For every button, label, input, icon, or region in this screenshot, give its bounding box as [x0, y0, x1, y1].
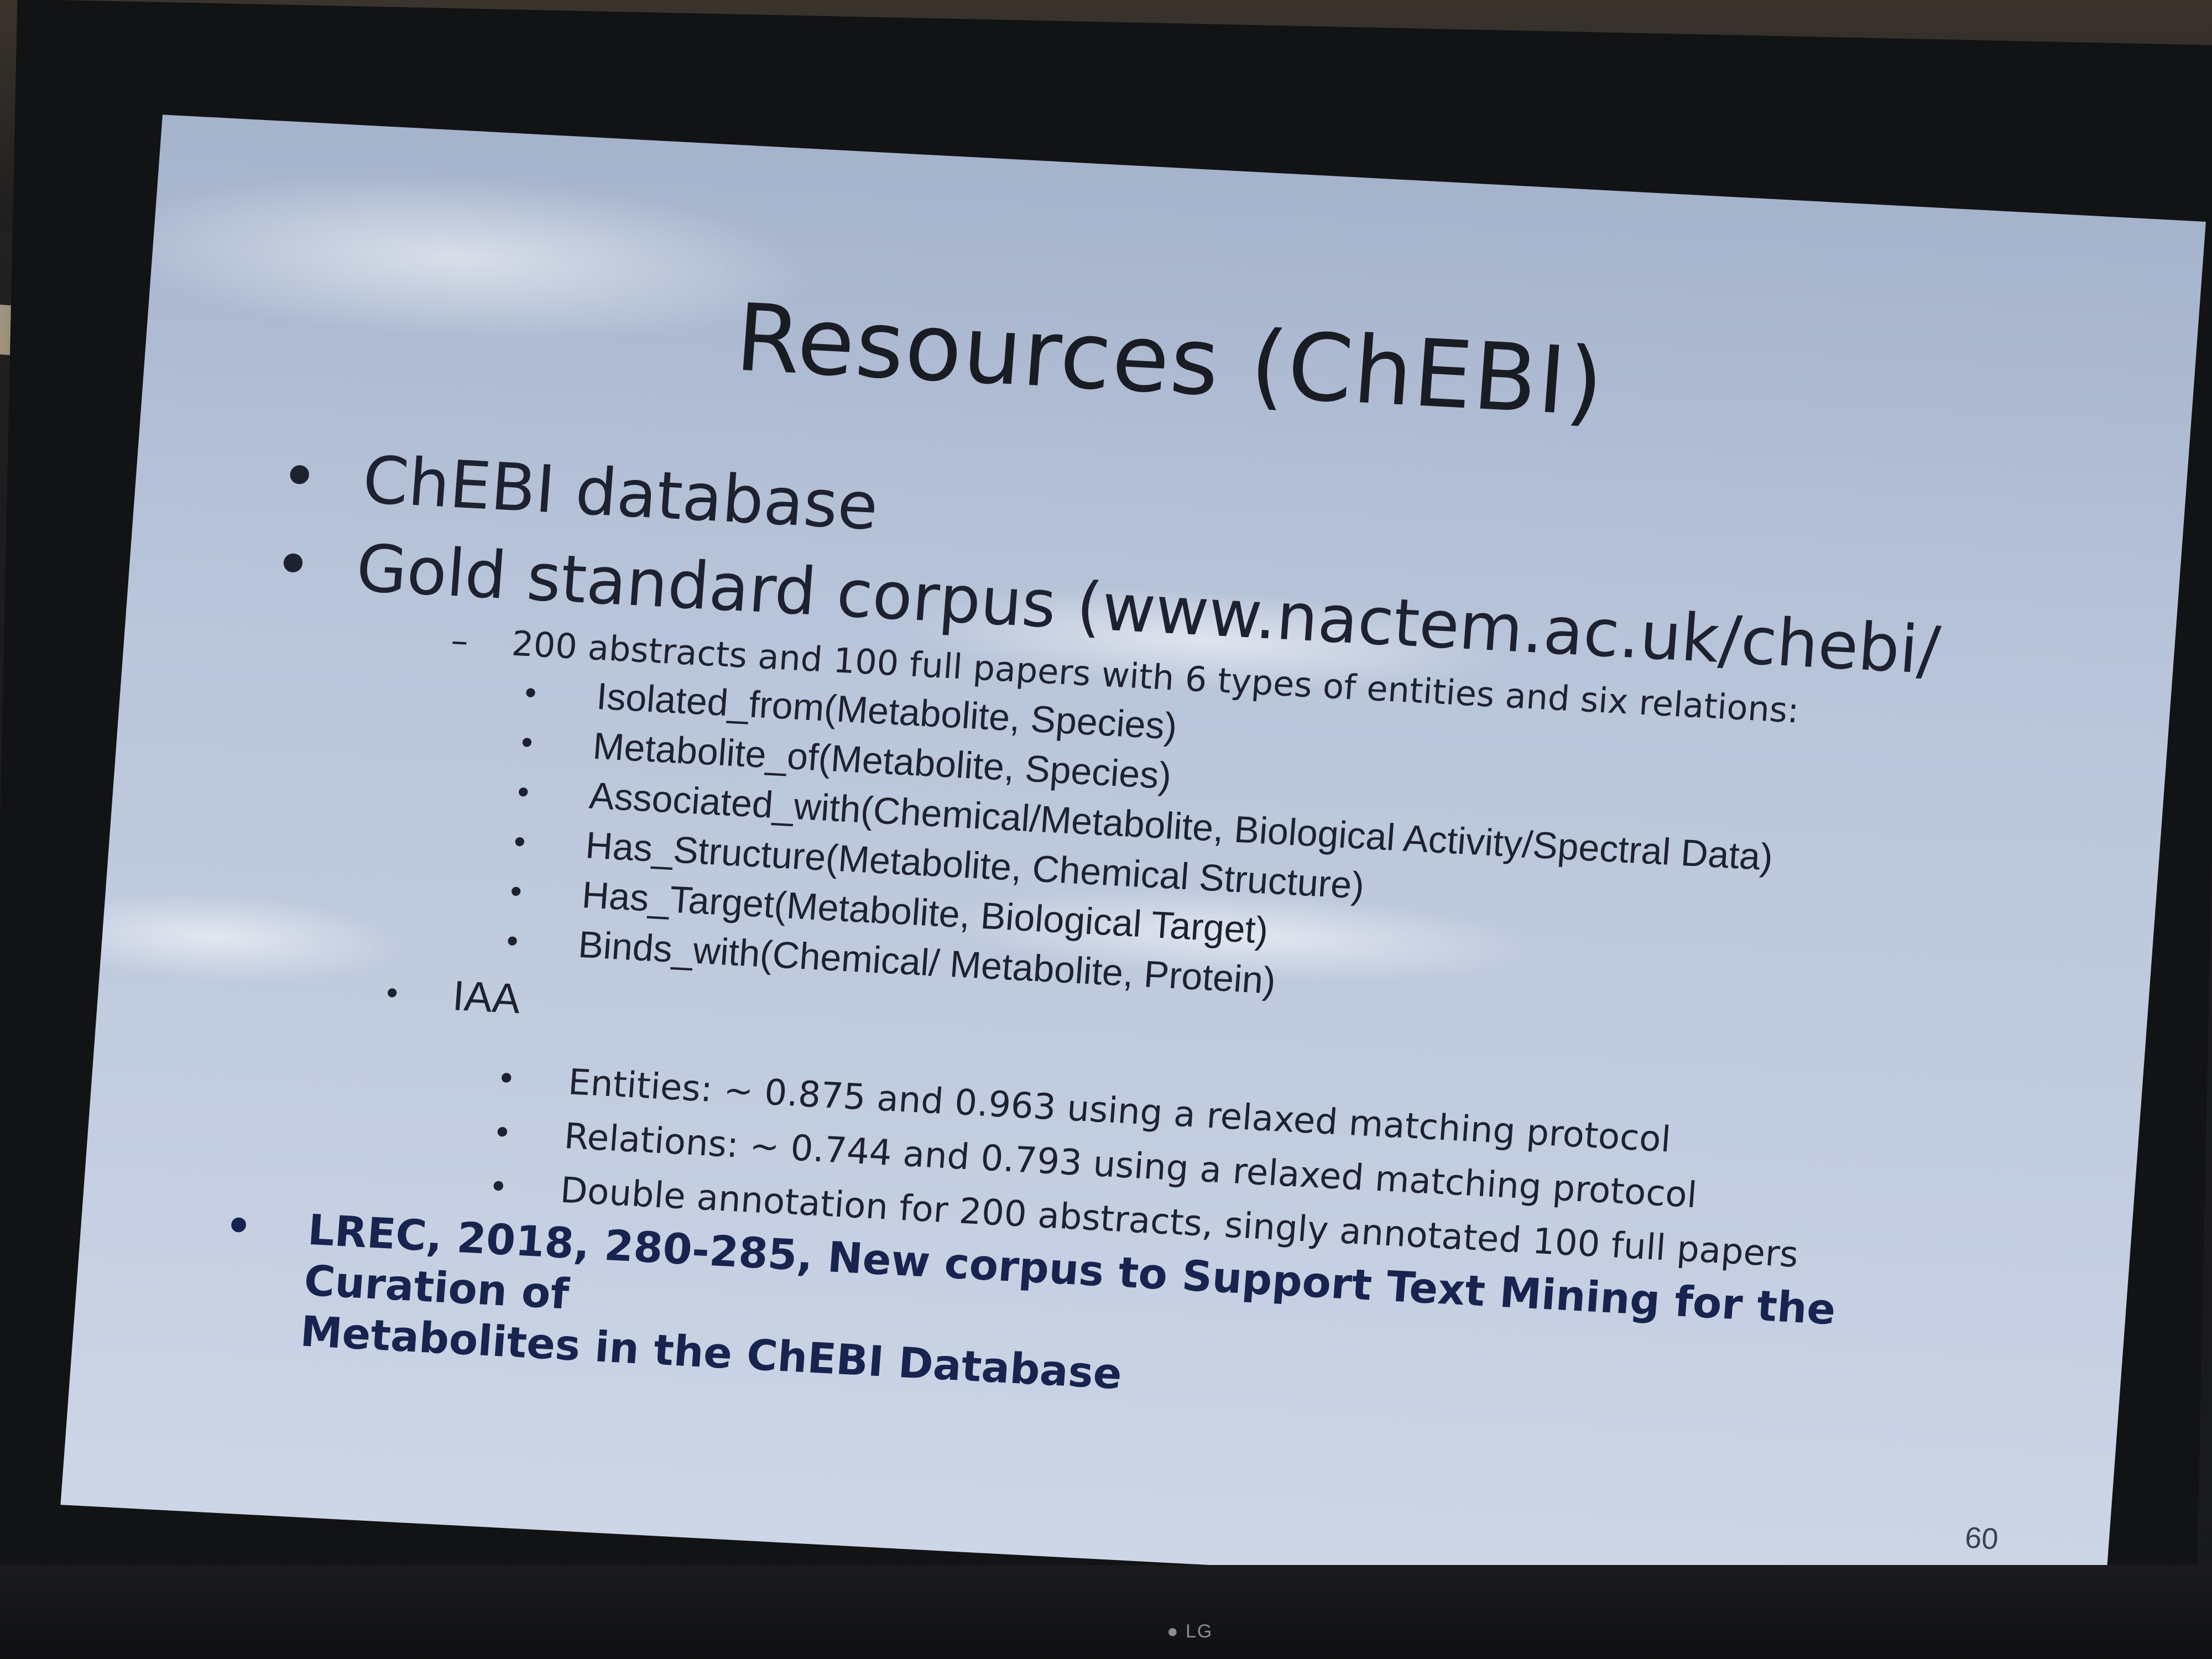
slide-title: Resources (ChEBI): [732, 283, 1608, 437]
bullet-dot: •: [523, 674, 538, 712]
page-number: 60: [1964, 1521, 2000, 1556]
bullet-dot: •: [385, 973, 400, 1011]
monitor-bezel: ● LG: [0, 1565, 2212, 1659]
presentation-slide: Resources (ChEBI) • ChEBI database • Gol…: [60, 114, 2206, 1612]
dash-marker: –: [450, 620, 470, 661]
bullet-list: • ChEBI database • Gold standard corpus …: [216, 431, 2106, 1448]
bullet-dot: •: [509, 872, 524, 910]
brand-text: LG: [1185, 1621, 1213, 1642]
iaa-label: IAA: [451, 972, 523, 1023]
bullet-dot: •: [505, 922, 520, 959]
bullet-dot: •: [516, 773, 531, 811]
bullet-dot: •: [487, 1167, 510, 1207]
bullet-dot: •: [277, 437, 322, 515]
bullet-dot: •: [495, 1059, 518, 1099]
bullet-dot: •: [491, 1113, 514, 1153]
bullet-dot: •: [520, 723, 534, 761]
brand-logo: ● LG: [1167, 1621, 1213, 1642]
bullet-dot: •: [270, 525, 315, 604]
bullet-dot: •: [512, 822, 527, 860]
bullet-dot: •: [223, 1201, 254, 1251]
